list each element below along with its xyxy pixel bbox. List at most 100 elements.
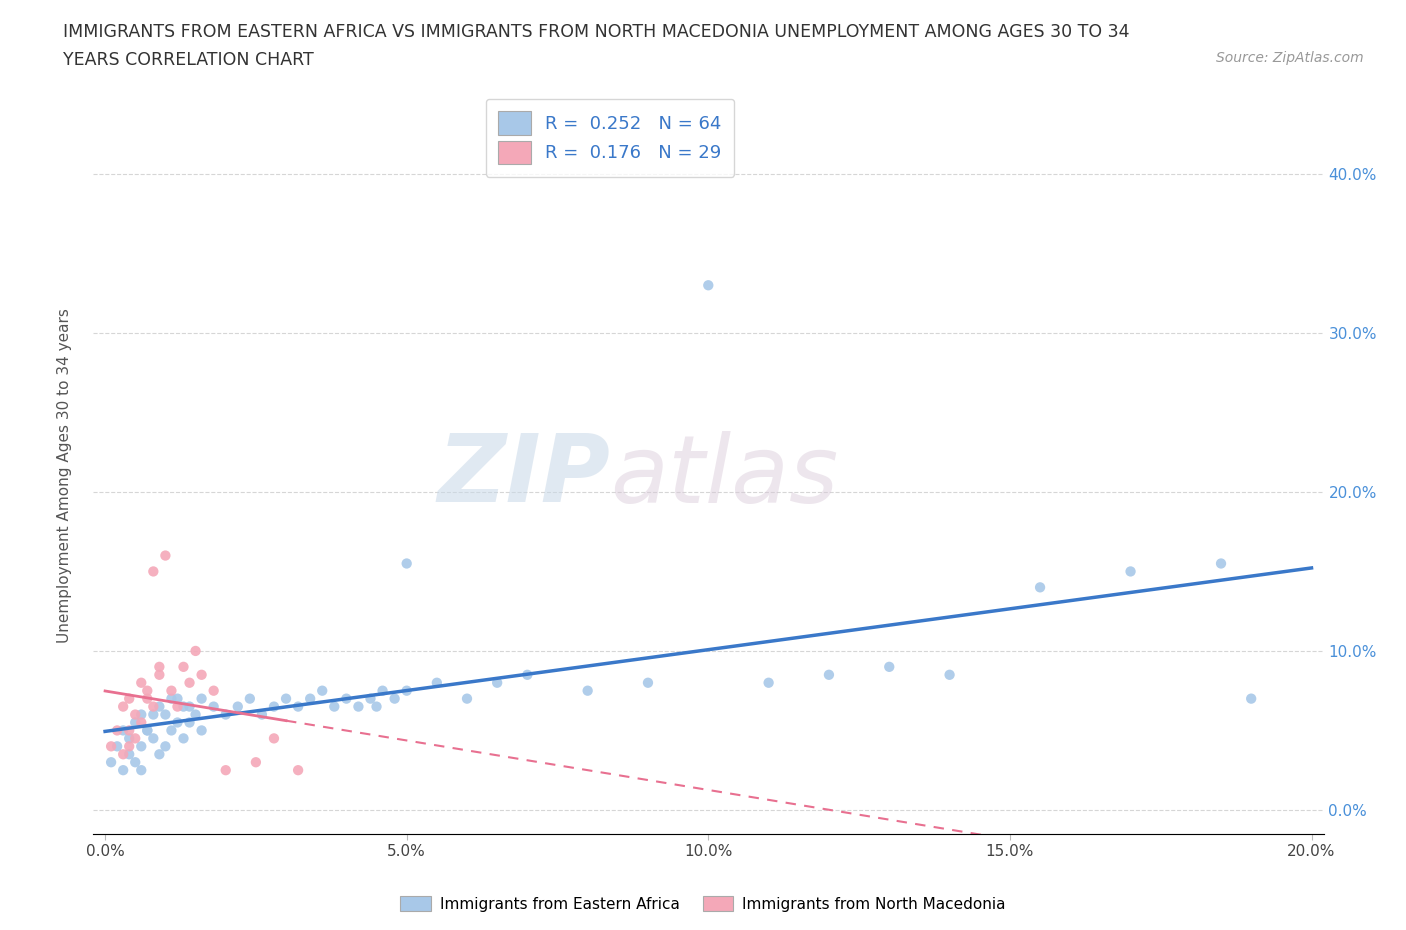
Point [516, 668, 538, 683]
Point [173, 659, 195, 674]
Point [112, 699, 135, 714]
Point [395, 556, 418, 571]
Point [136, 684, 159, 698]
Point [148, 659, 170, 674]
Point [124, 715, 146, 730]
Point [226, 699, 249, 714]
Point [371, 684, 394, 698]
Point [758, 675, 780, 690]
Point [142, 707, 165, 722]
Legend: Immigrants from Eastern Africa, Immigrants from North Macedonia: Immigrants from Eastern Africa, Immigran… [394, 889, 1012, 918]
Point [129, 675, 152, 690]
Y-axis label: Unemployment Among Ages 30 to 34 years: Unemployment Among Ages 30 to 34 years [58, 309, 72, 644]
Point [148, 668, 170, 683]
Point [360, 691, 382, 706]
Point [184, 644, 207, 658]
Point [155, 707, 177, 722]
Point [160, 691, 183, 706]
Point [335, 691, 357, 706]
Point [202, 699, 225, 714]
Text: YEARS CORRELATION CHART: YEARS CORRELATION CHART [63, 51, 314, 69]
Point [190, 723, 212, 737]
Point [166, 691, 188, 706]
Point [160, 723, 183, 737]
Point [148, 699, 170, 714]
Point [112, 747, 135, 762]
Point [118, 731, 141, 746]
Point [311, 684, 333, 698]
Point [1209, 556, 1232, 571]
Point [263, 731, 285, 746]
Point [179, 715, 201, 730]
Point [118, 723, 141, 737]
Point [118, 691, 141, 706]
Point [166, 699, 188, 714]
Point [173, 699, 195, 714]
Point [100, 755, 122, 770]
Point [1029, 580, 1052, 595]
Point [637, 675, 659, 690]
Point [155, 548, 177, 563]
Point [1119, 564, 1142, 578]
Point [136, 723, 159, 737]
Point [190, 668, 212, 683]
Point [148, 747, 170, 762]
Point [142, 699, 165, 714]
Point [136, 691, 159, 706]
Point [366, 699, 388, 714]
Point [263, 699, 285, 714]
Point [299, 691, 322, 706]
Point [938, 668, 960, 683]
Point [105, 739, 128, 754]
Point [250, 707, 273, 722]
Point [124, 755, 146, 770]
Point [202, 684, 225, 698]
Point [190, 691, 212, 706]
Point [142, 564, 165, 578]
Point [100, 739, 122, 754]
Point [124, 707, 146, 722]
Point [184, 707, 207, 722]
Point [395, 684, 418, 698]
Point [287, 763, 309, 777]
Point [426, 675, 449, 690]
Point [877, 659, 900, 674]
Point [112, 763, 135, 777]
Point [245, 755, 267, 770]
Point [287, 699, 309, 714]
Point [129, 763, 152, 777]
Point [697, 278, 720, 293]
Point [142, 731, 165, 746]
Point [136, 723, 159, 737]
Point [347, 699, 370, 714]
Point [118, 739, 141, 754]
Point [160, 684, 183, 698]
Point [179, 699, 201, 714]
Point [215, 707, 238, 722]
Point [486, 675, 509, 690]
Point [124, 731, 146, 746]
Text: ZIP: ZIP [437, 430, 610, 522]
Point [129, 707, 152, 722]
Legend: R =  0.252   N = 64, R =  0.176   N = 29: R = 0.252 N = 64, R = 0.176 N = 29 [485, 99, 734, 177]
Point [129, 715, 152, 730]
Text: Source: ZipAtlas.com: Source: ZipAtlas.com [1216, 51, 1364, 65]
Point [166, 715, 188, 730]
Point [323, 699, 346, 714]
Point [215, 763, 238, 777]
Point [456, 691, 478, 706]
Point [118, 747, 141, 762]
Point [274, 691, 297, 706]
Point [818, 668, 841, 683]
Point [112, 723, 135, 737]
Point [155, 739, 177, 754]
Point [129, 739, 152, 754]
Point [179, 675, 201, 690]
Point [576, 684, 599, 698]
Point [105, 723, 128, 737]
Text: IMMIGRANTS FROM EASTERN AFRICA VS IMMIGRANTS FROM NORTH MACEDONIA UNEMPLOYMENT A: IMMIGRANTS FROM EASTERN AFRICA VS IMMIGR… [63, 23, 1130, 41]
Point [384, 691, 406, 706]
Point [173, 731, 195, 746]
Text: atlas: atlas [610, 431, 838, 522]
Point [239, 691, 262, 706]
